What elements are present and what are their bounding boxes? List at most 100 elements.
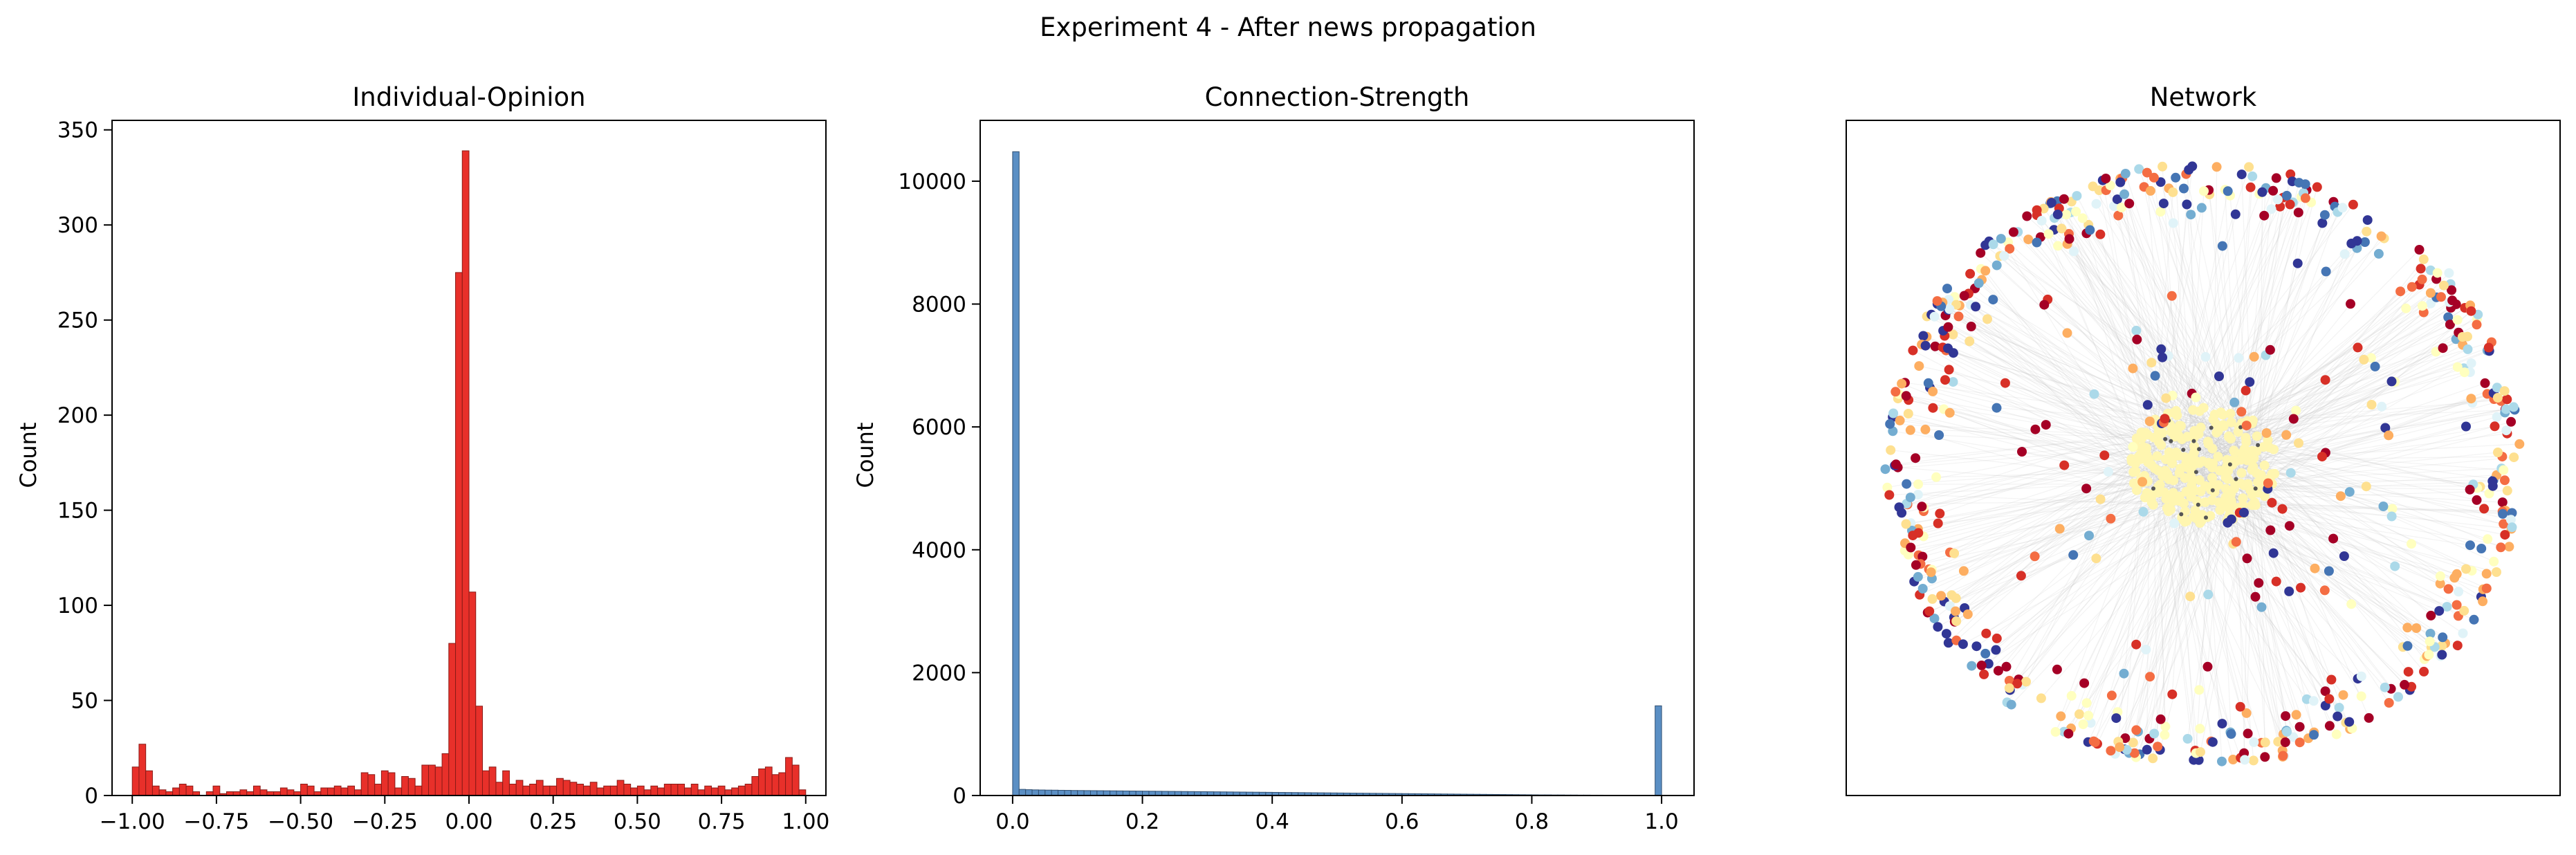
network-node (2148, 753, 2158, 764)
network-edge (2213, 167, 2218, 459)
network-edge (2259, 192, 2263, 466)
histogram-bar (401, 776, 409, 796)
network-edge (2203, 404, 2372, 454)
histogram-bar (461, 150, 470, 796)
network-node (2229, 397, 2240, 407)
histogram-bar (455, 272, 463, 796)
network-core-node (2189, 432, 2199, 443)
network-node (2459, 367, 2469, 378)
network-node (1901, 391, 1911, 401)
histogram-bar (145, 770, 153, 796)
network-edge (2082, 218, 2146, 429)
network-core-node (2181, 448, 2186, 452)
network-edge (2067, 332, 2246, 466)
network-edge (2202, 443, 2223, 762)
network-node (2105, 181, 2115, 190)
network-node (2426, 298, 2436, 309)
network-node (1999, 251, 2009, 261)
network-core-node (2220, 472, 2231, 483)
network-node (1971, 302, 1981, 312)
network-core-node (2161, 494, 2171, 504)
histogram-bar (448, 643, 457, 796)
network-edge (1901, 452, 2171, 513)
x-tick-label: 0.4 (1255, 809, 1289, 834)
network-node (1901, 519, 1911, 529)
network-edge (2247, 450, 2431, 616)
network-node (1920, 424, 1931, 434)
network-node (2492, 393, 2503, 403)
network-node (1988, 239, 1998, 250)
network-edge (1940, 440, 2153, 514)
network-node (2366, 353, 2376, 363)
network-edge (2180, 214, 2236, 444)
network-node (2239, 508, 2249, 517)
network-node (1924, 606, 1935, 616)
histogram-bar (785, 757, 793, 796)
network-node (2356, 671, 2366, 681)
network-node (2081, 484, 2092, 494)
network-edge (2248, 387, 2498, 481)
network-node (2167, 689, 2178, 699)
histogram-bar (306, 785, 315, 796)
network-edge (2009, 447, 2147, 681)
network-edge (2249, 398, 2472, 483)
network-node (2479, 504, 2490, 514)
network-core-node (2204, 515, 2208, 520)
network-node (2071, 206, 2081, 217)
network-core-node (2207, 463, 2218, 472)
network-node (2417, 301, 2427, 311)
network-node (2063, 728, 2074, 739)
network-edge (2241, 263, 2299, 465)
network-edge (2106, 190, 2250, 428)
y-tick-label: 10000 (898, 169, 966, 194)
network-node (2155, 714, 2166, 724)
network-edge (2210, 456, 2503, 461)
network-edge (2256, 367, 2458, 486)
network-core-node (2191, 439, 2196, 443)
network-edge (2093, 502, 2229, 742)
network-node (2120, 169, 2131, 178)
x-ticks-opinion: −1.00 −0.75 −0.50 −0.25 0.00 0.25 0.50 0.75 1.00 (100, 796, 829, 834)
network-core-node (2256, 443, 2261, 448)
network-node (2132, 334, 2142, 344)
network-edge (2187, 487, 2223, 724)
network-node (2226, 729, 2236, 739)
network-core-node (2157, 428, 2167, 439)
network-node (2072, 191, 2082, 201)
network-node (2271, 576, 2281, 587)
network-node (2005, 243, 2015, 254)
network-node (2032, 205, 2042, 215)
network-node (1913, 490, 1923, 500)
network-node (2078, 719, 2088, 729)
network-core-node (2250, 500, 2261, 511)
network-node (2380, 682, 2390, 692)
network-core-node (2130, 459, 2140, 468)
network-edge (2110, 499, 2245, 751)
network-edge (2170, 302, 2450, 482)
network-edge (1954, 473, 2161, 623)
network-edges (1885, 166, 2520, 762)
network-node (1943, 322, 1953, 332)
network-core-node (2189, 425, 2200, 436)
network-node (2032, 237, 2042, 248)
x-tick-label: 0.6 (1385, 809, 1419, 834)
network-core-node (2187, 467, 2197, 477)
network-node (1979, 669, 1989, 679)
histogram-bar (178, 784, 187, 796)
network-node (1949, 548, 1960, 558)
x-tick-label: 0.00 (445, 809, 493, 834)
network-edge (1975, 306, 2229, 455)
network-edge (2210, 440, 2442, 655)
histogram-bar (320, 787, 329, 796)
network-node (2059, 194, 2069, 204)
network-node (2514, 439, 2525, 449)
network-core-node (2180, 473, 2190, 484)
network-core-node (2226, 417, 2236, 428)
network-node (1991, 645, 2001, 655)
network-node (2499, 519, 2509, 529)
network-node (1930, 341, 1940, 351)
panel-individual-opinion: Individual-Opinion Count −1.00 −0.75 −0.50… (15, 82, 829, 834)
network-core-node (2230, 479, 2241, 489)
network-edge (2241, 435, 2441, 577)
network-node (2393, 692, 2403, 702)
